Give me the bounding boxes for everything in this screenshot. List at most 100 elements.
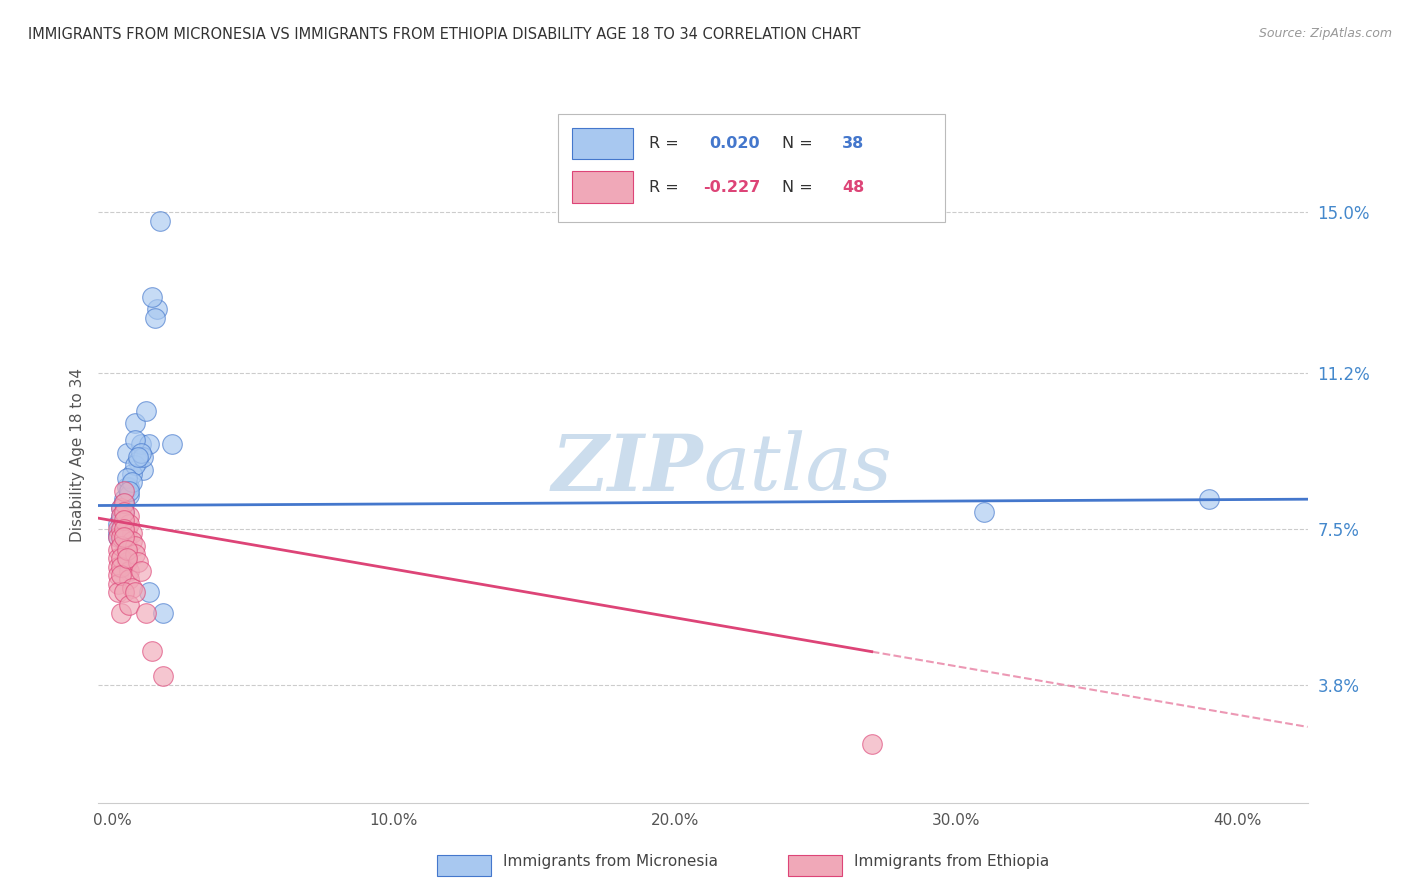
Y-axis label: Disability Age 18 to 34: Disability Age 18 to 34 [69,368,84,542]
Point [107,525,129,540]
Text: N =: N = [782,179,817,194]
Point [115,547,138,561]
Text: -0.227: -0.227 [703,179,761,194]
Point [110,551,132,566]
Point [132,450,155,464]
Text: Immigrants from Micronesia: Immigrants from Micronesia [503,855,718,870]
Point [112,496,135,510]
Point [107,542,129,557]
Point [115,446,138,460]
Point [124,458,146,473]
Point [118,572,141,586]
Point [107,576,129,591]
Point [118,488,141,502]
Text: N =: N = [782,136,817,151]
Point [107,568,129,582]
Text: Immigrants from Ethiopia: Immigrants from Ethiopia [855,855,1049,870]
Point [135,403,157,417]
Point [115,542,138,557]
Point [121,475,143,490]
Point [112,496,135,510]
Point [118,483,141,498]
Point [127,450,149,464]
Point [124,433,146,447]
Point [110,500,132,515]
Text: 38: 38 [842,136,865,151]
Point [149,214,172,228]
Point [110,568,132,582]
Point [115,556,138,570]
Point [107,585,129,599]
Point [107,522,129,536]
Point [110,606,132,620]
Text: 0.020: 0.020 [709,136,759,151]
Point [112,513,135,527]
Point [143,310,166,325]
Point [860,737,883,751]
Point [110,509,132,524]
Point [124,539,146,553]
Point [152,606,174,620]
FancyBboxPatch shape [787,855,842,876]
Point [118,479,141,493]
Point [115,530,138,544]
Point [112,505,135,519]
Point [973,505,995,519]
Point [112,492,135,507]
Point [107,517,129,532]
Point [112,505,135,519]
Point [127,454,149,468]
Point [118,517,141,532]
Point [118,509,141,524]
Point [110,530,132,544]
Point [107,559,129,574]
Text: atlas: atlas [703,431,891,507]
Point [107,530,129,544]
Point [115,522,138,536]
Text: ZIP: ZIP [551,431,703,507]
Point [160,437,183,451]
Text: R =: R = [648,179,683,194]
Point [112,585,135,599]
Point [118,564,141,578]
Point [110,522,132,536]
Point [121,534,143,549]
Point [129,446,152,460]
Point [112,522,135,536]
Point [121,525,143,540]
Point [132,463,155,477]
Text: 48: 48 [842,179,865,194]
Point [110,522,132,536]
Point [115,551,138,566]
Point [152,669,174,683]
Point [118,598,141,612]
Point [110,539,132,553]
Point [121,467,143,481]
Point [135,606,157,620]
Text: Source: ZipAtlas.com: Source: ZipAtlas.com [1258,27,1392,40]
FancyBboxPatch shape [437,855,492,876]
Text: IMMIGRANTS FROM MICRONESIA VS IMMIGRANTS FROM ETHIOPIA DISABILITY AGE 18 TO 34 C: IMMIGRANTS FROM MICRONESIA VS IMMIGRANTS… [28,27,860,42]
Point [121,581,143,595]
Point [124,547,146,561]
FancyBboxPatch shape [572,171,633,202]
Point [141,290,163,304]
Point [138,437,160,451]
Point [141,644,163,658]
Point [115,471,138,485]
Point [129,564,152,578]
Point [107,551,129,566]
Point [146,302,169,317]
Point [124,585,146,599]
Point [115,539,138,553]
Point [110,513,132,527]
Point [110,500,132,515]
Point [107,530,129,544]
Point [1198,492,1220,507]
Point [112,530,135,544]
Point [112,483,135,498]
FancyBboxPatch shape [558,114,945,222]
Text: R =: R = [648,136,683,151]
FancyBboxPatch shape [572,128,633,159]
Point [110,559,132,574]
